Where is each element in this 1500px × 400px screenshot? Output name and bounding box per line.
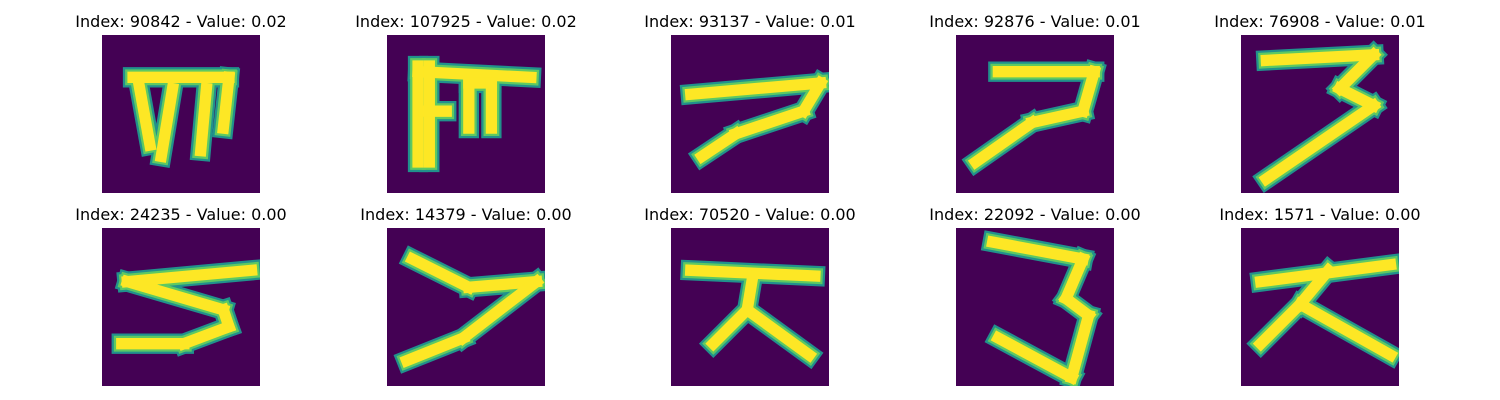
stroke-core <box>1025 104 1090 130</box>
stroke-core <box>132 76 157 152</box>
stroke-core <box>1331 46 1382 97</box>
subplot-title: Index: 70520 - Value: 0.00 <box>644 205 856 224</box>
subplot-title: Index: 14379 - Value: 0.00 <box>360 205 572 224</box>
digit-heatmap <box>671 228 829 386</box>
stroke-core <box>694 125 744 165</box>
subplot-title: Index: 24235 - Value: 0.00 <box>75 205 287 224</box>
digit-image-cell <box>387 35 545 193</box>
digit-heatmap <box>102 228 260 386</box>
stroke-core <box>1058 251 1091 306</box>
digit-heatmap <box>387 35 545 193</box>
digit-image-cell <box>1241 228 1399 386</box>
digit-heatmap <box>1241 228 1399 386</box>
stroke-core <box>120 274 231 317</box>
digit-image-cell <box>387 228 545 386</box>
stroke-core <box>1075 64 1102 119</box>
stroke-core <box>1252 296 1309 352</box>
subplot-title: Index: 22092 - Value: 0.00 <box>929 205 1141 224</box>
stroke-core <box>705 301 756 352</box>
stroke-core <box>1064 308 1096 385</box>
digit-heatmap <box>956 228 1114 386</box>
stroke-core <box>1292 262 1337 313</box>
subplot-title: Index: 76908 - Value: 0.01 <box>1214 12 1426 31</box>
subplot-title: Index: 92876 - Value: 0.01 <box>929 12 1141 31</box>
stroke-core <box>217 71 236 135</box>
digit-image-cell <box>671 228 829 386</box>
digit-heatmap <box>956 35 1114 193</box>
stroke-core <box>684 76 827 101</box>
subplot-title: Index: 90842 - Value: 0.02 <box>75 12 287 31</box>
stroke-core <box>739 301 818 363</box>
digit-image-cell <box>671 35 829 193</box>
stroke-core <box>154 82 180 163</box>
stroke-core <box>967 114 1041 170</box>
digit-image-cell <box>956 35 1114 193</box>
digit-image-cell <box>102 35 260 193</box>
stroke-core <box>412 65 537 84</box>
subplot-title: Index: 107925 - Value: 0.02 <box>355 12 577 31</box>
digit-image-cell <box>956 228 1114 386</box>
stroke-core <box>990 330 1080 386</box>
digit-heatmap <box>671 35 829 193</box>
stroke-core <box>455 273 545 346</box>
stroke-core <box>986 235 1090 266</box>
digit-heatmap <box>102 35 260 193</box>
stroke-core <box>462 275 543 294</box>
stroke-core <box>1260 48 1380 67</box>
stroke-core <box>404 251 477 295</box>
stroke-core <box>728 104 811 141</box>
heatmap-background <box>102 35 260 193</box>
digit-heatmap <box>1241 35 1399 193</box>
stroke-core <box>399 330 471 368</box>
stroke-core <box>121 264 258 288</box>
stroke-core <box>1292 296 1399 363</box>
subplot-title: Index: 1571 - Value: 0.00 <box>1219 205 1421 224</box>
subplot-title: Index: 93137 - Value: 0.01 <box>644 12 856 31</box>
stroke-core <box>1258 97 1382 187</box>
stroke-core <box>194 82 213 157</box>
digit-heatmap <box>387 228 545 386</box>
stroke-core <box>176 319 237 351</box>
digit-image-cell <box>1241 35 1399 193</box>
digit-image-cell <box>102 228 260 386</box>
